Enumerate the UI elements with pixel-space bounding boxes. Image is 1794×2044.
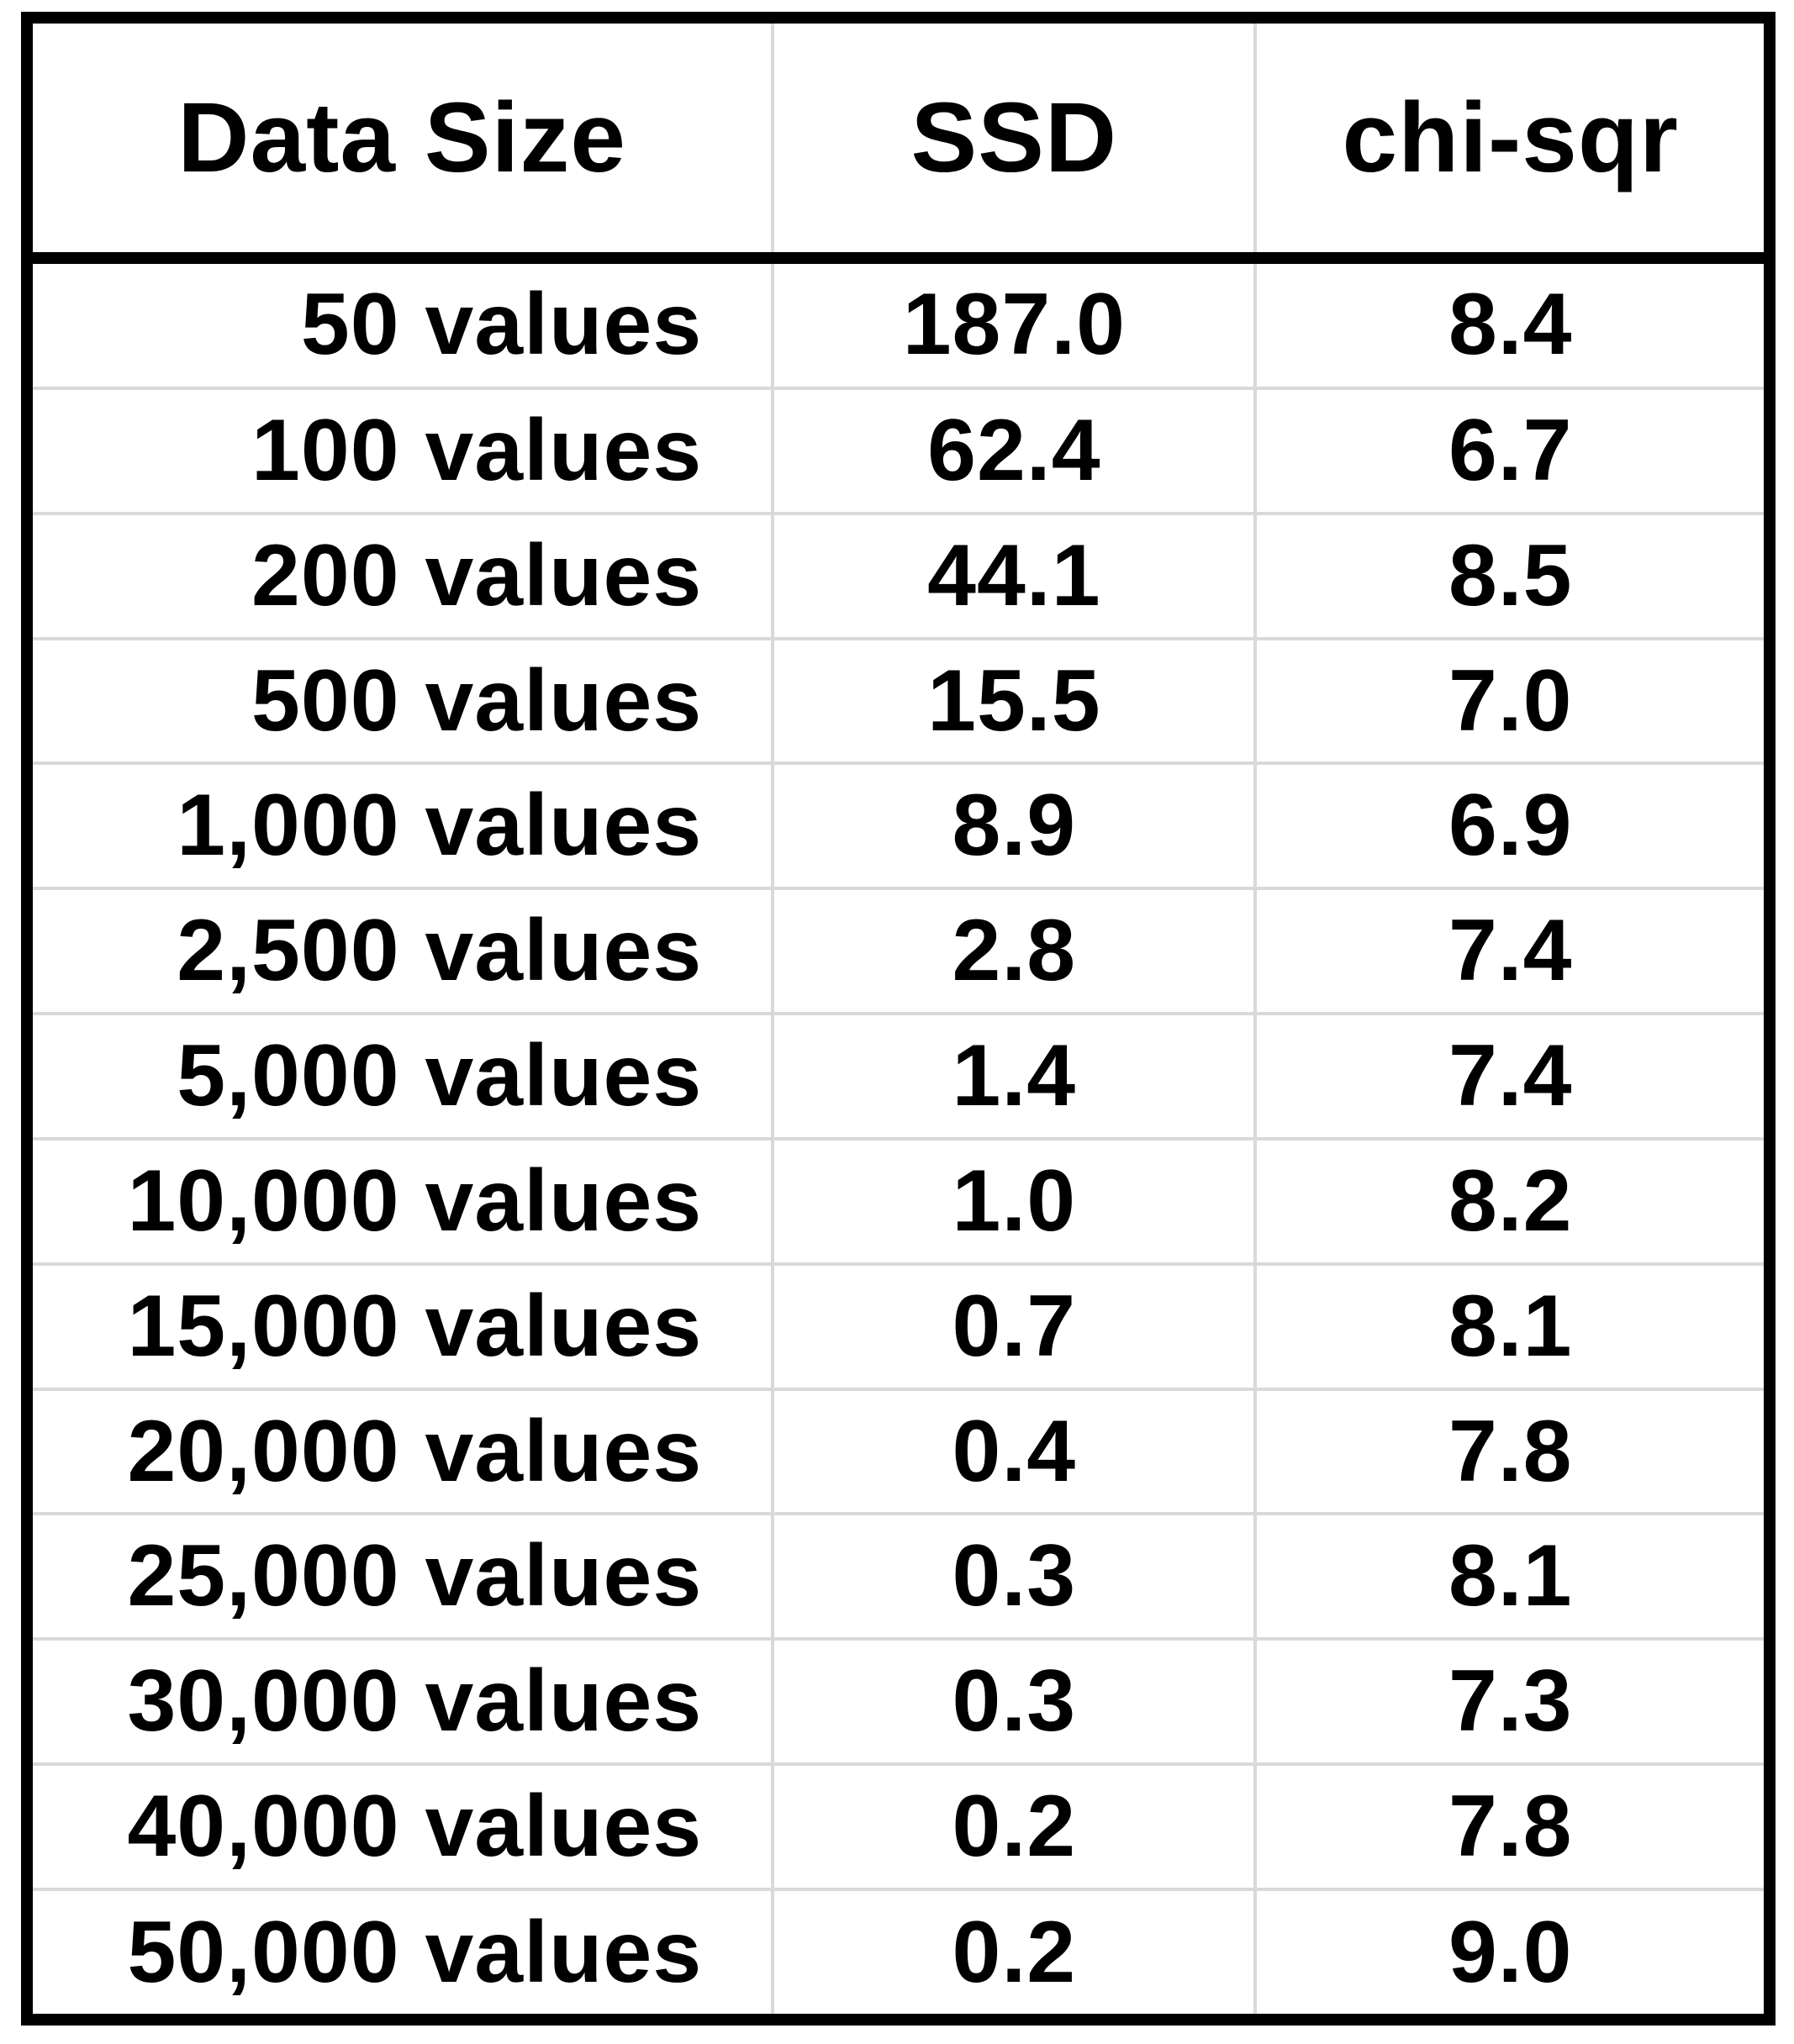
data-size-cell: 10,000 values xyxy=(27,1136,773,1264)
table-row: 20,000 values 0.4 7.8 xyxy=(27,1387,1770,1515)
ssd-cell: 0.2 xyxy=(771,1762,1256,1890)
chi-sqr-cell: 7.4 xyxy=(1253,887,1770,1014)
chi-sqr-cell: 8.5 xyxy=(1253,511,1770,639)
chi-sqr-cell: 8.4 xyxy=(1253,258,1770,388)
table-row: 500 values 15.5 7.0 xyxy=(27,636,1770,764)
data-size-cell: 25,000 values xyxy=(27,1512,773,1640)
table-row: 100 values 62.4 6.7 xyxy=(27,386,1770,514)
data-size-cell: 40,000 values xyxy=(27,1762,773,1890)
ssd-cell: 15.5 xyxy=(771,636,1256,764)
chi-sqr-cell: 7.8 xyxy=(1253,1387,1770,1515)
col-header-ssd: SSD xyxy=(771,18,1256,264)
table-header-row: Data Size SSD chi-sqr xyxy=(27,18,1770,264)
data-size-cell: 500 values xyxy=(27,636,773,764)
table-row: 15,000 values 0.7 8.1 xyxy=(27,1262,1770,1389)
ssd-cell: 0.7 xyxy=(771,1262,1256,1389)
data-size-cell: 1,000 values xyxy=(27,761,773,889)
chi-sqr-cell: 8.1 xyxy=(1253,1262,1770,1389)
data-size-cell: 20,000 values xyxy=(27,1387,773,1515)
ssd-cell: 0.4 xyxy=(771,1387,1256,1515)
chi-sqr-cell: 7.4 xyxy=(1253,1012,1770,1139)
data-size-cell: 100 values xyxy=(27,386,773,514)
ssd-cell: 0.3 xyxy=(771,1512,1256,1640)
col-header-chi-sqr: chi-sqr xyxy=(1253,18,1770,264)
table-row: 50,000 values 0.2 9.0 xyxy=(27,1888,1770,2020)
chi-sqr-cell: 9.0 xyxy=(1253,1888,1770,2020)
data-size-cell: 50 values xyxy=(300,276,703,374)
table-row: 5,000 values 1.4 7.4 xyxy=(27,1012,1770,1139)
ssd-cell: 187.0 xyxy=(771,258,1256,388)
ssd-cell: 44.1 xyxy=(771,511,1256,639)
chi-sqr-cell: 6.9 xyxy=(1253,761,1770,889)
data-size-cell: 200 values xyxy=(27,511,773,639)
ssd-cell: 1.0 xyxy=(771,1136,1256,1264)
table-row: 50 values 187.0 8.4 xyxy=(27,258,1770,388)
table-row: 200 values 44.1 8.5 xyxy=(27,511,1770,639)
data-size-cell: 2,500 values xyxy=(27,887,773,1014)
table-row: 25,000 values 0.3 8.1 xyxy=(27,1512,1770,1640)
chi-sqr-cell: 6.7 xyxy=(1253,386,1770,514)
chi-sqr-cell: 7.3 xyxy=(1253,1637,1770,1765)
ssd-cell: 62.4 xyxy=(771,386,1256,514)
table-row: 10,000 values 1.0 8.2 xyxy=(27,1136,1770,1264)
ssd-cell: 2.8 xyxy=(771,887,1256,1014)
table-row: 40,000 values 0.2 7.8 xyxy=(27,1762,1770,1890)
col-header-data-size: Data Size xyxy=(27,18,773,264)
ssd-cell: 0.3 xyxy=(771,1637,1256,1765)
chi-sqr-cell: 8.1 xyxy=(1253,1512,1770,1640)
table-row: 1,000 values 8.9 6.9 xyxy=(27,761,1770,889)
results-table: Data Size SSD chi-sqr 50 values 187.0 8.… xyxy=(21,12,1776,2026)
chi-sqr-cell: 7.0 xyxy=(1253,636,1770,764)
data-size-cell: 50,000 values xyxy=(27,1888,773,2020)
table-row: 30,000 values 0.3 7.3 xyxy=(27,1637,1770,1765)
data-size-cell: 5,000 values xyxy=(27,1012,773,1139)
chi-sqr-cell: 8.2 xyxy=(1253,1136,1770,1264)
data-size-cell: 15,000 values xyxy=(27,1262,773,1389)
data-size-cell: 30,000 values xyxy=(27,1637,773,1765)
table-row: 2,500 values 2.8 7.4 xyxy=(27,887,1770,1014)
ssd-cell: 0.2 xyxy=(771,1888,1256,2020)
ssd-cell: 8.9 xyxy=(771,761,1256,889)
chi-sqr-cell: 7.8 xyxy=(1253,1762,1770,1890)
ssd-cell: 1.4 xyxy=(771,1012,1256,1139)
